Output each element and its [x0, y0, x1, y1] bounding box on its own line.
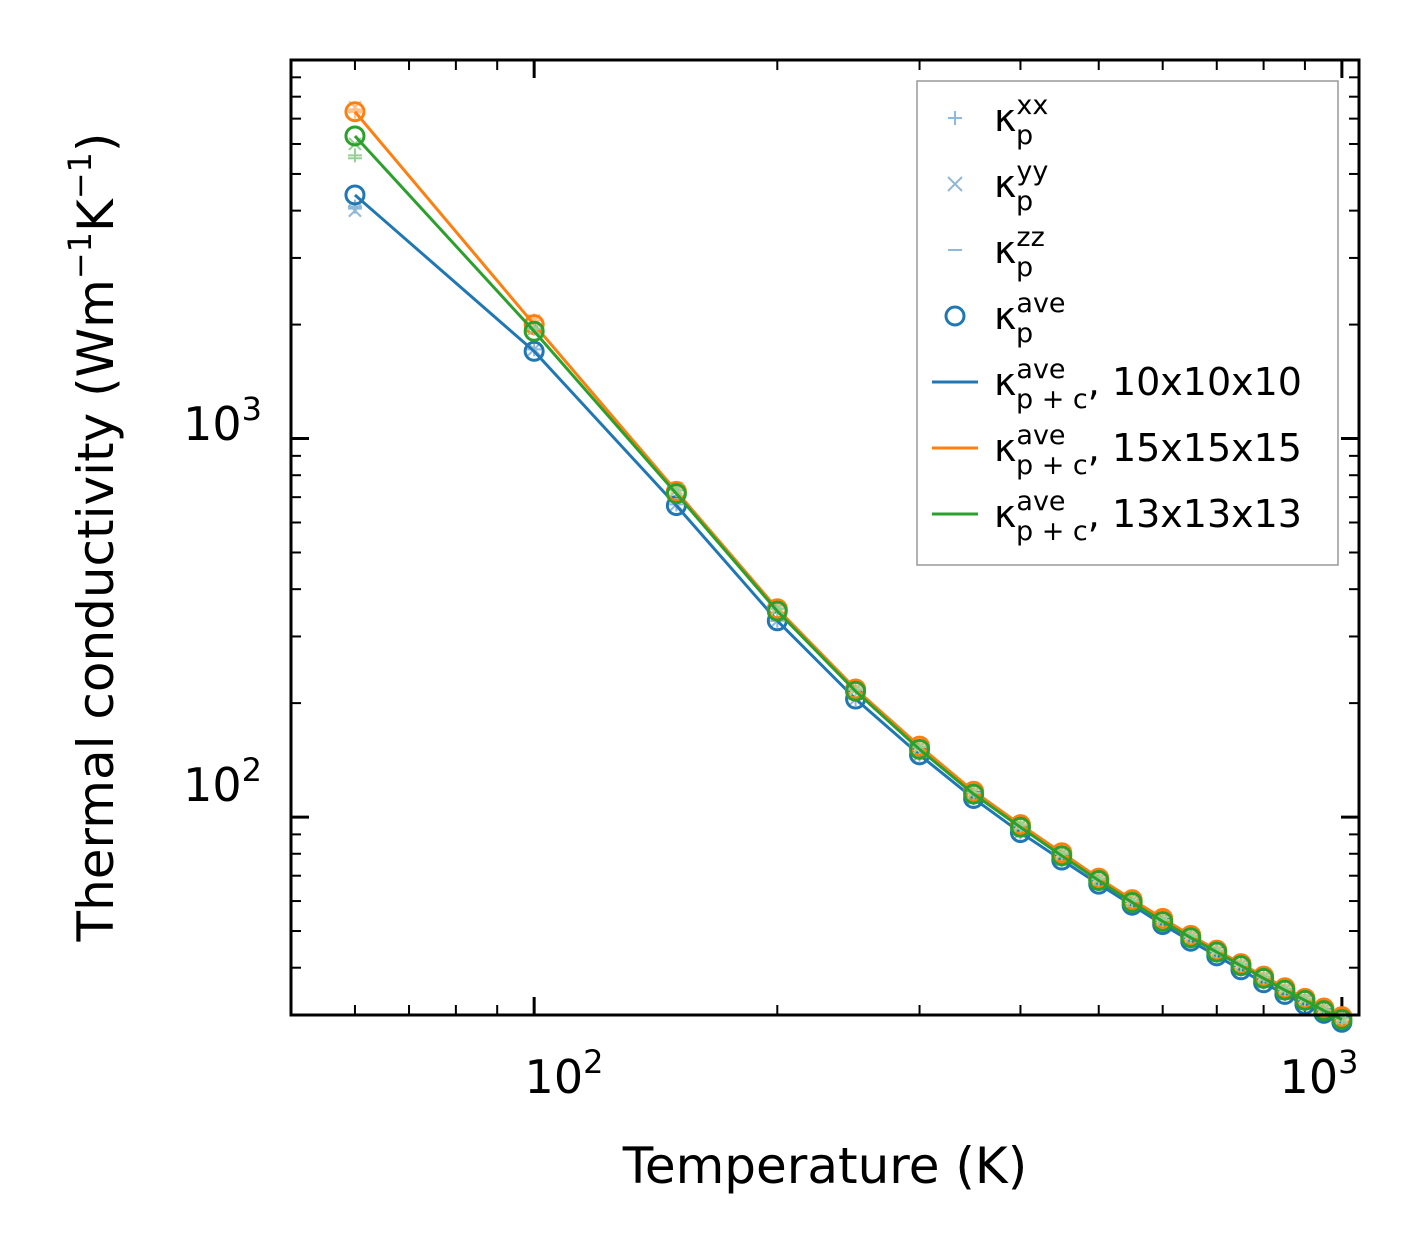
kave-point [523, 320, 545, 342]
kave-point [1121, 891, 1143, 913]
kave-point [845, 680, 867, 702]
y-axis-title: Thermal conductivity (Wm−1K−1) [61, 133, 125, 943]
series-2 [344, 125, 1353, 1030]
kave-point [1180, 927, 1202, 949]
plot-frame [289, 58, 1361, 1017]
y-tick-label-1000: 103 [183, 390, 262, 451]
x-tick-label-100: 102 [525, 1043, 604, 1104]
kxx-point [347, 148, 362, 163]
kave-point [1152, 910, 1174, 932]
legend-label: κave p + c, 13x13x13 [994, 486, 1302, 547]
legend-label: κave p [994, 288, 1066, 349]
y-tick-label-100: 102 [183, 751, 262, 812]
kave-point [1051, 845, 1073, 867]
x-tick-labels: 102 103 [525, 1043, 1359, 1104]
kave-point [344, 101, 366, 123]
legend-marker-plus [948, 111, 962, 125]
kave-point [909, 738, 931, 760]
legend-label: κave p + c, 10x10x10 [994, 354, 1302, 415]
x-axis-title: Temperature (K) [622, 1137, 1027, 1195]
kave-point [1009, 816, 1031, 838]
x-tick-label-1000: 103 [1280, 1043, 1359, 1104]
legend-box [916, 80, 1339, 566]
kyy-point [348, 203, 362, 218]
legend-label: κave p + c, 15x15x15 [994, 420, 1302, 481]
legend-label: κxx p [994, 90, 1048, 151]
kave-point [1274, 979, 1296, 1001]
kave-point [1088, 869, 1110, 891]
kave-point [1230, 955, 1252, 977]
kave-point [344, 125, 366, 147]
kave-point [1294, 989, 1316, 1011]
kave-point [523, 340, 545, 362]
legend-marker-circle [944, 305, 966, 327]
kave-point [766, 600, 788, 622]
kave-point [963, 783, 985, 805]
kave-point [1331, 1008, 1353, 1030]
legend-label: κzz p [994, 222, 1045, 283]
kave-point [1206, 941, 1228, 963]
legend-marker-cross [947, 176, 963, 192]
kave-point [344, 184, 366, 206]
kave-point [1313, 1000, 1335, 1022]
legend-markers [932, 111, 978, 516]
kave-point [665, 483, 687, 505]
series-layer [344, 100, 1353, 1033]
kave-point [1253, 967, 1275, 989]
legend-label: κyy p [994, 156, 1048, 217]
minor-ticks [291, 60, 1359, 1015]
kpc-line [353, 134, 1343, 1021]
y-tick-labels: 102 103 [183, 390, 262, 812]
